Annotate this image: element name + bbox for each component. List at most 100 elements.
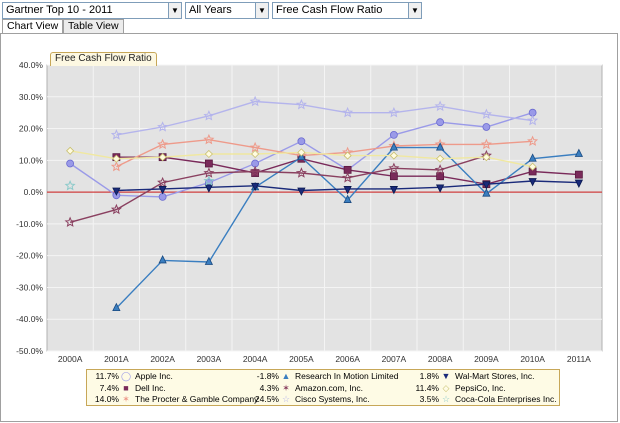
- toolbar: Gartner Top 10 - 2011 ▼ All Years ▼ Free…: [0, 0, 620, 20]
- data-point: [480, 108, 492, 119]
- y-tick-label: -30.0%: [16, 282, 43, 292]
- legend-marker-icon: ◯: [120, 371, 132, 381]
- data-point: [112, 154, 121, 163]
- legend-label: Wal-Mart Stores, Inc.: [455, 371, 535, 381]
- tab-table-view[interactable]: Table View: [63, 19, 124, 34]
- legend-item[interactable]: 14.0% ✶ The Procter & Gamble Company: [89, 394, 258, 405]
- legend-value: 4.3%: [259, 382, 279, 393]
- years-select[interactable]: All Years ▼: [185, 2, 269, 19]
- data-point: [64, 216, 76, 227]
- legend-value: 11.7%: [95, 371, 119, 381]
- data-point: [249, 95, 261, 107]
- data-point: [389, 142, 399, 151]
- data-point: [297, 148, 306, 157]
- chevron-down-icon[interactable]: ▼: [168, 3, 181, 18]
- list-select-value: Gartner Top 10 - 2011: [6, 4, 113, 16]
- data-point: [436, 172, 445, 181]
- data-point: [528, 153, 537, 162]
- data-point: [436, 118, 445, 127]
- data-point: [250, 182, 260, 192]
- data-point: [527, 135, 539, 146]
- series-line: [116, 100, 533, 136]
- y-tick-label: 10.0%: [19, 155, 44, 165]
- data-point: [204, 159, 213, 168]
- data-point: [342, 171, 354, 183]
- legend-marker-icon: ▲: [281, 371, 291, 381]
- legend-label: PepsiCo, Inc.: [455, 382, 506, 393]
- chart-legend: 11.7% ◯ Apple Inc. 7.4% ■ Dell Inc. 14.0% ✶ The …: [86, 369, 560, 406]
- data-point: [574, 179, 584, 188]
- data-point: [66, 159, 75, 168]
- legend-item[interactable]: 11.4% ◇ PepsiCo, Inc.: [409, 383, 506, 394]
- data-point: [249, 165, 261, 177]
- data-point: [110, 129, 122, 140]
- x-tick-label: 2009A: [474, 354, 499, 364]
- data-point: [112, 302, 121, 312]
- data-point: [203, 133, 215, 145]
- x-tick-label: 2011A: [567, 354, 591, 364]
- data-point: [528, 178, 537, 187]
- chart-title-tab: Free Cash Flow Ratio: [50, 52, 157, 66]
- data-point: [436, 154, 445, 163]
- x-tick-label: 2004A: [243, 354, 268, 364]
- data-point: [64, 180, 76, 191]
- data-point: [482, 123, 491, 131]
- legend-marker-icon: ☆: [281, 394, 291, 404]
- chevron-down-icon[interactable]: ▼: [408, 3, 421, 18]
- data-point: [297, 187, 306, 196]
- data-point: [574, 170, 583, 179]
- legend-item[interactable]: 11.7% ◯ Apple Inc.: [89, 371, 173, 382]
- legend-label: Cisco Systems, Inc.: [295, 394, 370, 404]
- data-point: [343, 151, 352, 160]
- data-point: [204, 256, 214, 265]
- legend-marker-icon: ☆: [441, 394, 451, 404]
- data-point: [249, 141, 261, 153]
- data-point: [158, 186, 167, 195]
- data-point: [204, 184, 214, 193]
- data-point: [528, 162, 537, 171]
- data-point: [110, 160, 122, 172]
- data-point: [574, 148, 584, 157]
- data-point: [388, 106, 400, 118]
- data-point: [66, 146, 75, 155]
- data-point: [110, 203, 122, 215]
- data-point: [527, 114, 539, 126]
- legend-item[interactable]: 4.3% ✶ Amazon.com, Inc.: [249, 383, 363, 394]
- legend-item[interactable]: -1.8% ▲ Research In Motion Limited: [249, 371, 399, 382]
- series-line: [69, 154, 487, 223]
- legend-item[interactable]: 3.5% ☆ Coca-Cola Enterprises Inc.: [409, 394, 557, 405]
- y-tick-label: -40.0%: [16, 314, 43, 324]
- metric-select[interactable]: Free Cash Flow Ratio ▼: [272, 2, 422, 19]
- data-point: [158, 153, 167, 162]
- legend-marker-icon: ✶: [282, 382, 290, 393]
- y-tick-label: 0.0%: [24, 187, 44, 197]
- data-point: [482, 153, 491, 162]
- legend-value: 3.5%: [419, 394, 439, 404]
- x-tick-label: 2002A: [150, 354, 175, 364]
- data-point: [203, 167, 215, 178]
- legend-item[interactable]: 7.4% ■ Dell Inc.: [89, 383, 166, 394]
- data-point: [480, 138, 492, 150]
- y-tick-label: -20.0%: [16, 251, 43, 261]
- legend-label: Apple Inc.: [135, 371, 173, 381]
- x-tick-label: 2008A: [428, 354, 453, 364]
- x-tick-label: 2005A: [289, 354, 314, 364]
- legend-item[interactable]: 24.5% ☆ Cisco Systems, Inc.: [249, 394, 370, 405]
- legend-label: Amazon.com, Inc.: [295, 382, 364, 393]
- data-point: [157, 121, 169, 132]
- data-point: [157, 176, 169, 188]
- chevron-down-icon[interactable]: ▼: [255, 3, 268, 18]
- legend-item[interactable]: 1.8% ▼ Wal-Mart Stores, Inc.: [409, 371, 535, 382]
- list-select[interactable]: Gartner Top 10 - 2011 ▼: [2, 2, 182, 19]
- tab-chart-view[interactable]: Chart View: [2, 19, 64, 35]
- y-tick-label: 30.0%: [19, 92, 44, 102]
- legend-marker-icon: ▼: [441, 371, 451, 381]
- data-point: [157, 138, 169, 150]
- y-tick-label: 20.0%: [19, 124, 44, 134]
- data-point: [343, 194, 352, 203]
- legend-value: 11.4%: [415, 382, 439, 393]
- years-select-value: All Years: [189, 4, 232, 16]
- legend-value: 24.5%: [254, 394, 279, 404]
- data-point: [482, 181, 491, 190]
- data-point: [389, 151, 398, 160]
